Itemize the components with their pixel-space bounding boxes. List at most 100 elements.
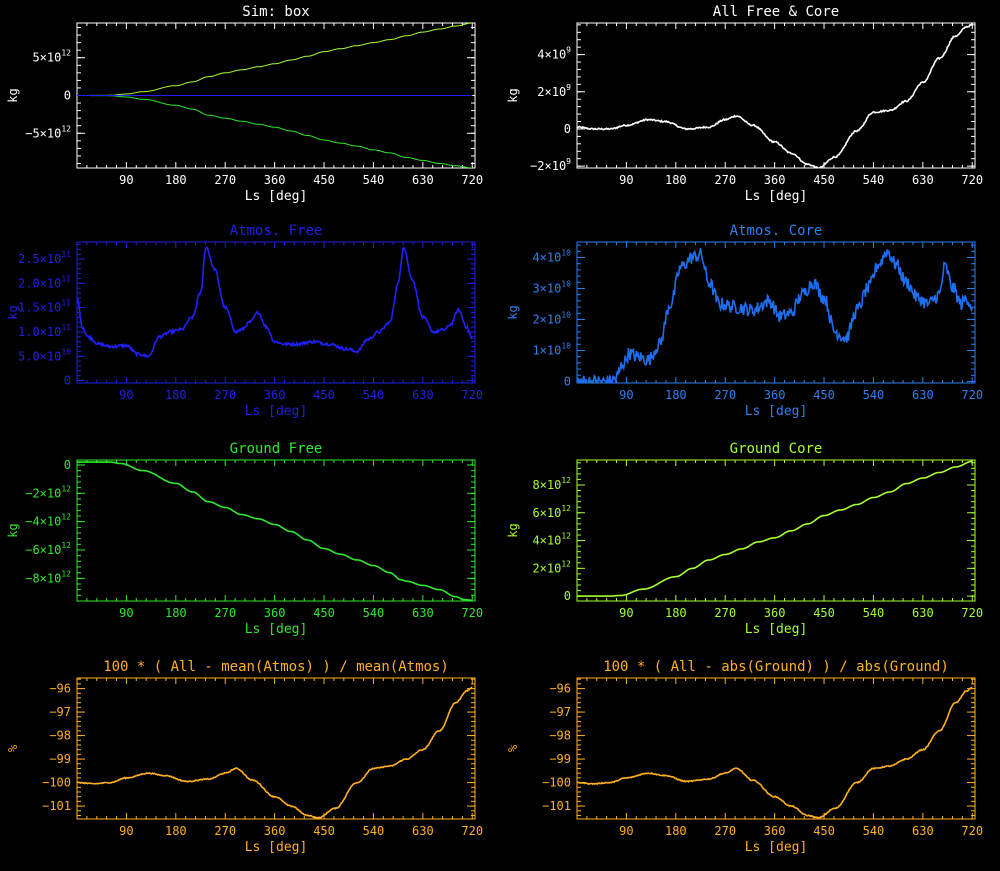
x-axis-label: Ls [deg] xyxy=(245,622,308,637)
x-tick-label: 180 xyxy=(665,388,687,402)
x-tick-label: 90 xyxy=(119,173,133,187)
y-tick-label: 4×1012 xyxy=(532,532,571,548)
y-tick-label: −98 xyxy=(549,729,571,743)
x-tick-label: 540 xyxy=(863,173,885,187)
series-line-1 xyxy=(577,23,973,168)
x-tick-label: 90 xyxy=(619,824,633,838)
y-tick-label: 2.5×1011 xyxy=(18,250,71,266)
plot-frame xyxy=(76,677,476,820)
x-tick-label: 540 xyxy=(363,388,385,402)
x-axis-label: Ls [deg] xyxy=(245,840,308,855)
x-tick-label: 90 xyxy=(619,173,633,187)
y-tick-label: 4×109 xyxy=(537,46,571,62)
chart-panel-7: 100 * ( All - mean(Atmos) ) / mean(Atmos… xyxy=(6,659,483,855)
chart-panel-8: 100 * ( All - abs(Ground) ) / abs(Ground… xyxy=(506,659,983,855)
x-tick-label: 720 xyxy=(961,173,983,187)
y-tick-label: 1×1010 xyxy=(532,341,571,357)
x-tick-label: 270 xyxy=(714,173,736,187)
x-tick-label: 90 xyxy=(119,388,133,402)
y-tick-label: 3×1010 xyxy=(532,279,571,295)
x-tick-label: 90 xyxy=(119,606,133,620)
x-tick-label: 450 xyxy=(313,606,335,620)
x-tick-label: 450 xyxy=(313,388,335,402)
x-tick-label: 630 xyxy=(912,824,934,838)
x-axis-label: Ls [deg] xyxy=(245,189,308,204)
x-tick-label: 450 xyxy=(813,606,835,620)
y-axis-label: kg xyxy=(506,523,520,537)
series-line-1 xyxy=(577,686,973,819)
y-tick-label: 2.0×1011 xyxy=(18,274,71,290)
y-tick-label: 6×1012 xyxy=(532,504,571,520)
chart-title: Ground Free xyxy=(230,441,323,457)
y-axis-label: kg xyxy=(6,305,20,319)
x-tick-label: 450 xyxy=(813,173,835,187)
x-tick-label: 450 xyxy=(313,824,335,838)
y-tick-label: 0 xyxy=(564,374,571,388)
chart-title: 100 * ( All - mean(Atmos) ) / mean(Atmos… xyxy=(103,659,449,675)
y-tick-label: −101 xyxy=(42,799,71,813)
chart-title: All Free & Core xyxy=(713,4,839,20)
x-tick-label: 360 xyxy=(764,388,786,402)
x-axis-label: Ls [deg] xyxy=(745,404,808,419)
y-tick-label: −97 xyxy=(549,705,571,719)
series-line-2 xyxy=(77,95,473,168)
series-line-1 xyxy=(77,245,473,358)
x-tick-label: 720 xyxy=(961,606,983,620)
x-tick-label: 360 xyxy=(264,173,286,187)
x-tick-label: 720 xyxy=(461,824,483,838)
y-tick-label: 0 xyxy=(64,374,71,388)
x-tick-label: 90 xyxy=(119,824,133,838)
y-axis-label: % xyxy=(506,744,520,752)
x-tick-label: 630 xyxy=(412,824,434,838)
plot-frame xyxy=(576,22,976,169)
plot-frame xyxy=(76,459,476,602)
series-line-1 xyxy=(77,23,473,96)
chart-panel-2: All Free & Core 90 180 270 360 450 540 630 720 Ls… xyxy=(506,4,983,204)
y-tick-label: 0 xyxy=(64,458,71,472)
plot-frame xyxy=(576,241,976,384)
y-tick-label: −98 xyxy=(49,729,71,743)
y-tick-label: 2×1012 xyxy=(532,559,571,575)
y-tick-label: 1.5×1011 xyxy=(18,299,71,315)
y-tick-label: 2×109 xyxy=(537,83,571,99)
x-tick-label: 270 xyxy=(714,606,736,620)
chart-title: Ground Core xyxy=(730,441,823,457)
x-tick-label: 180 xyxy=(665,173,687,187)
x-tick-label: 630 xyxy=(912,606,934,620)
plot-frame xyxy=(576,459,976,602)
y-tick-label: −100 xyxy=(542,776,571,790)
y-tick-label: −100 xyxy=(42,776,71,790)
chart-panel-1: Sim: box 90 180 270 360 450 540 630 720 Ls [deg] 5… xyxy=(6,4,483,204)
x-tick-label: 540 xyxy=(863,824,885,838)
x-tick-label: 360 xyxy=(264,606,286,620)
y-tick-label: 0 xyxy=(564,589,571,603)
x-tick-label: 540 xyxy=(863,606,885,620)
x-tick-label: 90 xyxy=(619,388,633,402)
y-axis-label: kg xyxy=(506,305,520,319)
x-tick-label: 360 xyxy=(264,388,286,402)
y-tick-label: −99 xyxy=(549,752,571,766)
chart-title: Atmos. Core xyxy=(730,223,823,239)
series-line-1 xyxy=(77,686,473,819)
y-tick-label: −5×1012 xyxy=(25,124,71,140)
x-tick-label: 630 xyxy=(412,388,434,402)
y-tick-label: −2×109 xyxy=(530,157,571,173)
x-tick-label: 630 xyxy=(412,173,434,187)
x-axis-label: Ls [deg] xyxy=(745,622,808,637)
x-tick-label: 720 xyxy=(961,824,983,838)
chart-panel-3: Atmos. Free 90 180 270 360 450 540 630 720 Ls [de… xyxy=(6,223,483,419)
chart-panel-6: Ground Core 90 180 270 360 450 540 630 720 Ls [de… xyxy=(506,441,983,637)
x-tick-label: 450 xyxy=(813,824,835,838)
x-axis-label: Ls [deg] xyxy=(745,840,808,855)
x-tick-label: 720 xyxy=(461,388,483,402)
y-tick-label: −99 xyxy=(49,752,71,766)
x-tick-label: 450 xyxy=(313,173,335,187)
y-tick-label: 5×1012 xyxy=(32,49,71,65)
y-tick-label: 1.0×1011 xyxy=(18,323,71,339)
x-axis-label: Ls [deg] xyxy=(245,404,308,419)
x-tick-label: 450 xyxy=(813,388,835,402)
x-tick-label: 180 xyxy=(665,606,687,620)
y-tick-label: 4×1010 xyxy=(532,248,571,264)
series-line-1 xyxy=(577,247,974,383)
